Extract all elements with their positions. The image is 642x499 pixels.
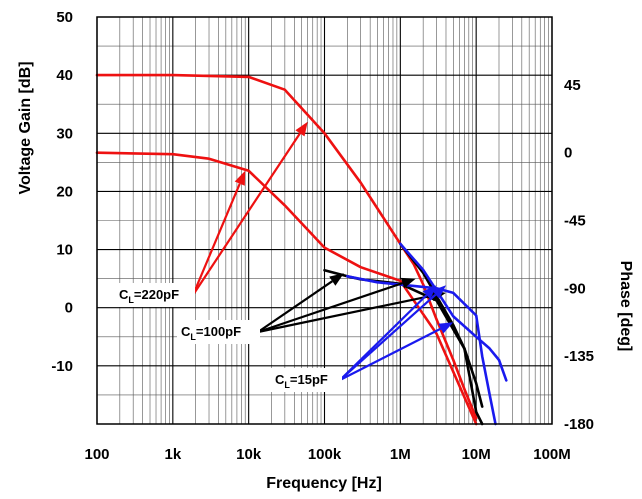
y-tick-label: 10	[56, 242, 73, 259]
series-line	[95, 151, 478, 426]
y2-tick-label: -45	[564, 213, 586, 230]
series-line	[399, 242, 484, 408]
annotation-label: CL=220pF	[119, 287, 179, 305]
y2-axis-label: Phase [deg]	[617, 261, 634, 352]
series-line	[399, 242, 508, 382]
y2-tick-label: -90	[564, 280, 586, 297]
annotation-arrow	[257, 294, 433, 334]
y-tick-label: 0	[65, 300, 73, 317]
y-axis-label: Voltage Gain [dB]	[17, 61, 34, 194]
annotation-arrowhead	[438, 322, 454, 334]
annotation-arrow	[191, 183, 241, 296]
y2-tick-label: -180	[564, 416, 594, 433]
annotation-label-box	[271, 368, 342, 392]
series-layer	[95, 73, 508, 426]
y2-tick-label: 45	[564, 77, 581, 94]
annotation-arrowhead	[234, 170, 246, 186]
annotation-arrowhead	[295, 121, 308, 137]
x-tick-label: 1k	[164, 446, 181, 463]
tick-labels: 100 1k 10k 100k 1M 10M 100M50403020100-10450-4…	[51, 9, 594, 463]
annotation-arrowhead	[431, 285, 446, 299]
annotation-arrow	[257, 282, 403, 334]
annotation-label-box	[177, 320, 260, 344]
y-tick-label: 40	[56, 67, 73, 84]
y2-tick-label: 0	[564, 145, 572, 162]
plot-frame	[96, 16, 553, 425]
annotation-arrow	[339, 327, 442, 381]
x-tick-label: 100M	[533, 446, 571, 463]
annotation-label-box	[115, 283, 195, 307]
x-tick-label: 10k	[236, 446, 262, 463]
annotation-label: CL=100pF	[181, 324, 241, 342]
x-tick-label: 100k	[308, 446, 342, 463]
annotation-layer: CL=220pF CL=100pF CL=15pF	[115, 121, 454, 392]
annotation-arrow	[339, 293, 437, 381]
x-axis-label: Frequency [Hz]	[266, 475, 382, 492]
annotation-arrowhead	[329, 273, 344, 286]
annotation-arrowhead	[422, 285, 437, 299]
y-tick-label: 50	[56, 9, 73, 26]
x-tick-label: 100	[84, 446, 109, 463]
y2-tick-label: -135	[564, 348, 594, 365]
y-tick-label: 30	[56, 125, 73, 142]
y-tick-label: -10	[51, 358, 73, 375]
series-line	[346, 275, 497, 426]
annotation-arrow	[257, 280, 333, 333]
annotation-label: CL=15pF	[275, 372, 328, 390]
annotation-arrowhead	[400, 277, 416, 289]
y-tick-label: 20	[56, 183, 73, 200]
x-tick-label: 10M	[462, 446, 491, 463]
x-tick-label: 1M	[390, 446, 411, 463]
annotation-arrow	[192, 132, 301, 296]
